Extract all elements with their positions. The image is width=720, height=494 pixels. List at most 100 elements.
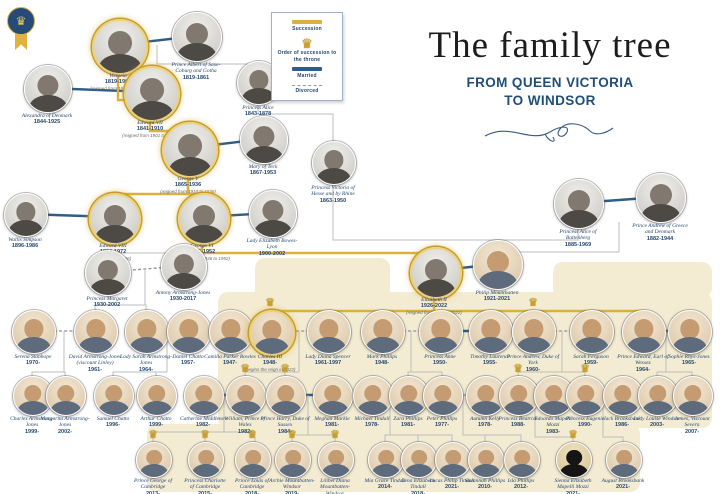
- silhouette-torso: [365, 337, 401, 353]
- person-label: Princess Margaret 1930-2002: [79, 296, 135, 309]
- portrait-photo: [638, 376, 678, 416]
- person-name: Mary of Teck: [248, 164, 278, 170]
- person-label: Jack Brooksbank 1986-: [597, 416, 647, 429]
- person-dates: 1978-: [477, 422, 493, 429]
- person-label: Princess Alice of Battenberg 1885-1969: [548, 229, 608, 249]
- silhouette-torso: [311, 337, 347, 353]
- person-name: Princess Anne: [424, 354, 456, 360]
- person-dates: 1996-: [105, 422, 121, 429]
- subtitle-line2: TO WINDSOR: [504, 92, 596, 108]
- person-label: Mark Phillips 1948-: [355, 354, 409, 367]
- portrait-photo: [512, 310, 556, 354]
- portrait-photo: [4, 193, 48, 237]
- portrait-photo: [473, 240, 523, 290]
- person-name: Charles III: [257, 354, 283, 360]
- person-name: William, Prince of Wales: [224, 416, 266, 429]
- person-label: Edoardo Mapelli Mozzi 1983-: [528, 416, 578, 436]
- silhouette-head: [424, 258, 448, 281]
- person-name: Timothy Laurence: [470, 354, 510, 360]
- silhouette-head: [434, 384, 452, 403]
- legend-married-label: Married: [297, 73, 317, 80]
- portrait-photo: [46, 376, 86, 416]
- silhouette-torso: [322, 464, 350, 477]
- portrait-photo: [468, 442, 504, 478]
- title-block: The family tree FROM QUEEN VICTORIA TO W…: [398, 25, 702, 153]
- divorced-line-sample: [292, 85, 322, 86]
- succession-crown-icon: ♛: [265, 297, 275, 309]
- person-label: Princess Victoria of Hesse and by Rhine 1…: [306, 185, 360, 205]
- person-name: Archie Mountbatten-Windsor: [269, 478, 315, 491]
- silhouette-head: [545, 384, 563, 403]
- person-name: Charles Armstrong-Jones: [10, 416, 54, 429]
- portrait-photo: [74, 310, 118, 354]
- portrait-photo: [419, 310, 463, 354]
- silhouette-head: [24, 319, 44, 339]
- portrait-photo: [125, 310, 169, 354]
- person-name: Prince Andrew of Greece and Denmark: [632, 223, 688, 236]
- silhouette-torso: [607, 400, 639, 415]
- person-name: Lucas Philip Tindall: [429, 478, 475, 484]
- silhouette-head: [634, 319, 654, 339]
- person-label: Catherine Middleton 1982-: [178, 416, 228, 429]
- person-label: Samuel Chatto 1996-: [88, 416, 138, 429]
- person-dates: 1819-1901: [104, 79, 132, 86]
- silhouette-torso: [168, 156, 212, 176]
- person-name: Margarita Armstrong-Jones: [40, 416, 90, 429]
- person-label: Daniel Chatto 1957-: [161, 354, 215, 367]
- succession-crown-icon: ♛: [568, 429, 578, 441]
- portrait-photo: [554, 179, 604, 229]
- portrait-photo: [89, 193, 141, 245]
- person-name: Princess Eugenie: [565, 416, 605, 422]
- person-name: Meghan Markle: [314, 416, 350, 422]
- silhouette-head: [477, 384, 495, 403]
- silhouette-torso: [254, 219, 292, 237]
- person-name: Sienna Elizabeth Mapelli Mozzi: [554, 478, 592, 491]
- person-name: Jack Brooksbank: [603, 416, 641, 422]
- portrait-photo: [361, 310, 405, 354]
- person-dates: 1867-1953: [249, 170, 277, 177]
- silhouette-torso: [570, 400, 602, 415]
- person-dates: 1988-: [510, 422, 526, 429]
- person-dates: 1863-1950: [319, 197, 347, 204]
- succession-crown-icon: ♛: [240, 363, 250, 375]
- person-label: Prince George of Cambridge 2013-: [130, 478, 176, 494]
- silhouette-torso: [279, 464, 307, 477]
- person-dates: 2018-: [410, 490, 426, 494]
- portrait-photo: [668, 310, 712, 354]
- windsor-panel-right: [553, 262, 712, 298]
- person-label: Meghan Markle 1981-: [307, 416, 357, 429]
- flourish-icon: [484, 123, 614, 142]
- silhouette-head: [105, 384, 123, 403]
- silhouette-head: [24, 384, 42, 403]
- portrait-photo: [636, 173, 686, 223]
- person-dates: 1955-: [482, 360, 498, 367]
- edge-peter-autumn-riser: [462, 395, 485, 436]
- person-label: Edward VII 1841-1910 (reigned from 1901 to…: [118, 120, 182, 139]
- silhouette-torso: [89, 278, 127, 295]
- person-name: Lady Sarah Armstrong-Jones: [120, 354, 172, 367]
- person-dates: 1948-: [262, 360, 278, 367]
- silhouette-head: [195, 384, 213, 403]
- person-name: Peter Phillips: [426, 416, 458, 422]
- succession-crown-icon: ♛: [200, 429, 210, 441]
- person-label: Prince Albert of Saxe-Coburg and Gotha 18…: [166, 62, 226, 82]
- person-label: Prince Louis of Cambridge 2018-: [229, 478, 275, 494]
- silhouette-head: [37, 75, 59, 97]
- silhouette-head: [649, 384, 667, 403]
- person-label: Savannah Phillips 2010-: [462, 478, 508, 491]
- person-name: Michael Tindall: [354, 416, 390, 422]
- person-dates: 1957-: [180, 360, 196, 367]
- silhouette-head: [445, 449, 461, 466]
- silhouette-head: [680, 319, 700, 339]
- person-label: Sophie Rhys-Jones 1965-: [662, 354, 716, 367]
- silhouette-head: [277, 384, 295, 403]
- portrait-photo: [466, 376, 506, 416]
- silhouette-head: [221, 319, 241, 339]
- person-label: Lilibet Diana Mountbatten-Windsor2021-: [312, 478, 358, 494]
- silhouette-head: [16, 202, 36, 222]
- person-name: Princess Charlotte of Cambridge: [184, 478, 226, 491]
- windsor-panel-left: [255, 258, 390, 300]
- person-name: Mia Grace Tindall: [364, 478, 406, 484]
- silhouette-torso: [610, 464, 638, 477]
- portrait-photo: [435, 442, 471, 478]
